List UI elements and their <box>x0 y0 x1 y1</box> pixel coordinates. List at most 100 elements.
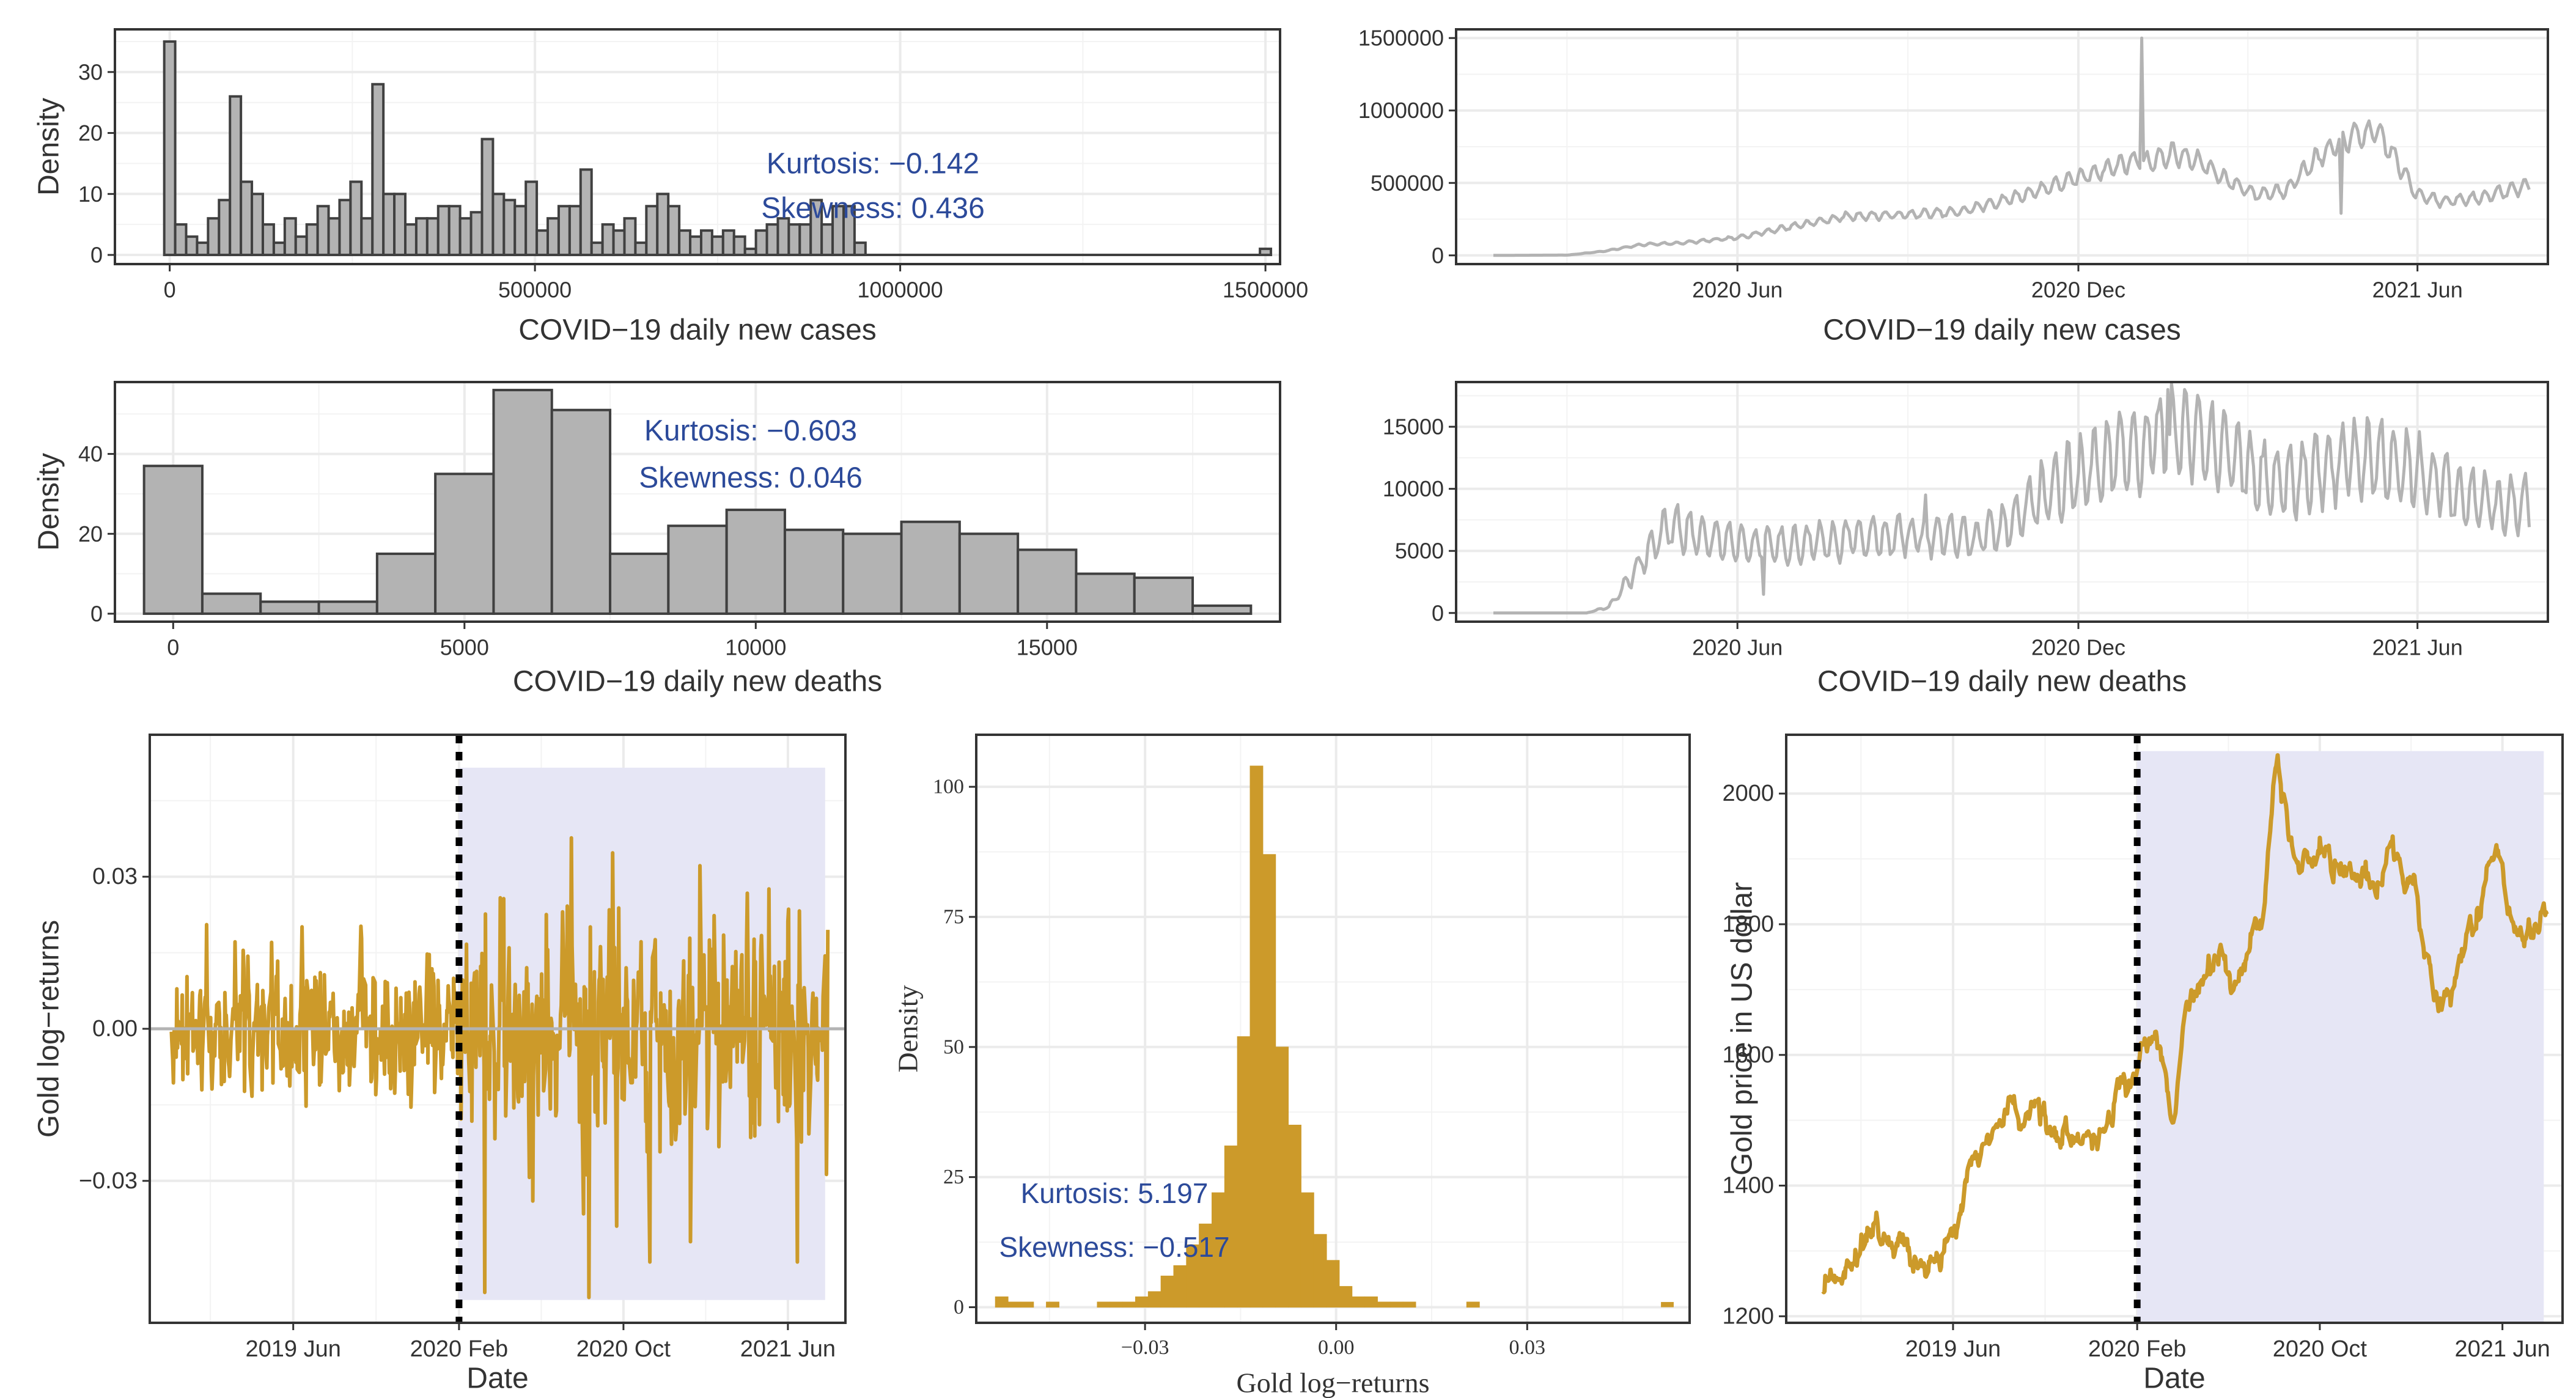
histogram-bar <box>458 217 473 257</box>
histogram-bar <box>338 199 352 257</box>
histogram-bar <box>590 241 604 257</box>
histogram-bar <box>535 229 550 257</box>
histogram-bar <box>601 223 615 257</box>
histogram-bar <box>349 180 363 257</box>
histogram-bar <box>546 217 560 257</box>
gridlines <box>1456 382 2548 622</box>
x-tick-label: 0 <box>164 277 176 302</box>
histogram-bar <box>667 205 681 257</box>
histogram-bar <box>1075 572 1136 615</box>
histogram-bar <box>721 229 735 257</box>
y-tick-label: 20 <box>78 120 103 145</box>
x-tick-label: 2021 Jun <box>2372 277 2463 302</box>
histogram-bar <box>1191 604 1253 615</box>
y-tick-label: 1000000 <box>1358 98 1444 123</box>
y-tick-label: 500000 <box>1371 171 1444 196</box>
histogram-bar <box>142 465 204 615</box>
y-tick-label: 50 <box>943 1036 964 1058</box>
histogram-bar <box>375 552 437 615</box>
kurtosis-label: Kurtosis: −0.142 <box>767 148 979 180</box>
x-axis-title: COVID−19 daily new deaths <box>513 666 882 698</box>
x-tick-label: 2020 Oct <box>576 1336 671 1362</box>
histogram-bar <box>557 205 571 257</box>
y-axis-title: Density <box>892 985 924 1072</box>
histogram-bar <box>1326 1260 1340 1308</box>
histogram-bar <box>436 205 451 257</box>
histogram-bar <box>174 223 188 257</box>
histogram-bar <box>787 223 801 257</box>
x-tick-label: −0.03 <box>1121 1336 1169 1359</box>
histogram-bar <box>1020 1301 1034 1308</box>
x-axis-title: Gold log−returns <box>1237 1367 1430 1398</box>
histogram-bar <box>207 217 221 257</box>
histogram-bar <box>218 199 232 257</box>
gridlines <box>976 735 1690 1323</box>
x-tick-label: 2020 Feb <box>2088 1336 2187 1362</box>
histogram-bar <box>612 229 626 257</box>
x-tick-label: 2019 Jun <box>1905 1336 2001 1362</box>
price-line <box>1821 753 2549 1295</box>
histogram-bar <box>1402 1301 1416 1308</box>
y-tick-label: 1800 <box>1722 911 1774 937</box>
x-tick-label: 2020 Oct <box>2273 1336 2368 1362</box>
histogram-bar <box>1133 576 1194 615</box>
histogram-bar <box>842 532 903 615</box>
histogram-bar <box>185 235 199 257</box>
histogram-bar <box>765 223 779 257</box>
x-axis-title: COVID−19 daily new cases <box>518 314 877 347</box>
y-tick-label: 100 <box>933 776 964 798</box>
histogram-bar <box>1300 1192 1314 1308</box>
histogram-bar <box>645 205 659 257</box>
x-tick-label: 2021 Jun <box>740 1336 836 1362</box>
y-tick-label: 40 <box>78 441 103 466</box>
y-tick-label: 30 <box>78 59 103 84</box>
histogram-bar <box>842 205 856 257</box>
histogram-bar <box>414 217 429 257</box>
histogram-bar <box>502 199 517 257</box>
histogram-bar <box>579 168 593 257</box>
histogram-bar <box>1661 1301 1674 1308</box>
x-tick-label: 2021 Jun <box>2372 635 2463 660</box>
histogram-bar <box>1249 765 1264 1308</box>
histogram-bar <box>678 229 692 257</box>
y-tick-label: 0.00 <box>92 1016 138 1042</box>
x-tick-label: 2021 Jun <box>2454 1336 2550 1362</box>
histogram-bar <box>689 235 702 257</box>
histogram-bar <box>568 205 582 257</box>
histogram-bar <box>1046 1301 1059 1308</box>
histogram-bar <box>283 217 297 257</box>
histogram-bar <box>305 223 319 257</box>
panel-border <box>1455 28 2549 265</box>
panel-ts_cases: 2020 Jun 2020 Dec 2021 Jun 0 500000 1000000 15… <box>1358 26 2549 347</box>
x-tick-label: 0.00 <box>1318 1336 1355 1359</box>
histogram-bar <box>1339 1286 1353 1308</box>
histogram-bar <box>469 211 484 257</box>
x-axis-title: Date <box>466 1363 528 1395</box>
x-tick-label: 0 <box>167 635 179 660</box>
histogram-bar <box>1160 1275 1174 1308</box>
histogram-bar <box>393 193 407 257</box>
histogram-bar <box>317 600 378 615</box>
histogram-bar <box>699 229 713 257</box>
skewness-label: Skewness: −0.517 <box>999 1231 1229 1263</box>
y-tick-label: 1500000 <box>1358 26 1444 51</box>
panel-border <box>1455 381 2549 623</box>
histogram-bar <box>251 193 264 257</box>
kurtosis-label: Kurtosis: −0.603 <box>644 415 857 447</box>
histogram-bar <box>798 223 812 257</box>
histogram-bar <box>1466 1301 1480 1308</box>
panel-gold_hist: −0.03 0.00 0.03 0 25 50 75 100 Gold log−returns D… <box>892 734 1691 1398</box>
histogram-bar <box>1262 854 1276 1308</box>
x-tick-label: 2020 Dec <box>2031 635 2125 660</box>
y-axis-title: Density <box>33 453 65 551</box>
histogram-bar <box>1147 1291 1161 1308</box>
histogram-bar <box>513 205 528 257</box>
panel-border <box>149 734 847 1324</box>
y-tick-label: 10000 <box>1383 476 1444 501</box>
y-axis-title: Gold price in US dollar <box>1726 882 1759 1175</box>
x-tick-label: 1000000 <box>858 277 943 302</box>
y-tick-label: 0 <box>1432 600 1444 625</box>
histogram-bar <box>725 509 786 615</box>
plot-content <box>1821 735 2549 1323</box>
